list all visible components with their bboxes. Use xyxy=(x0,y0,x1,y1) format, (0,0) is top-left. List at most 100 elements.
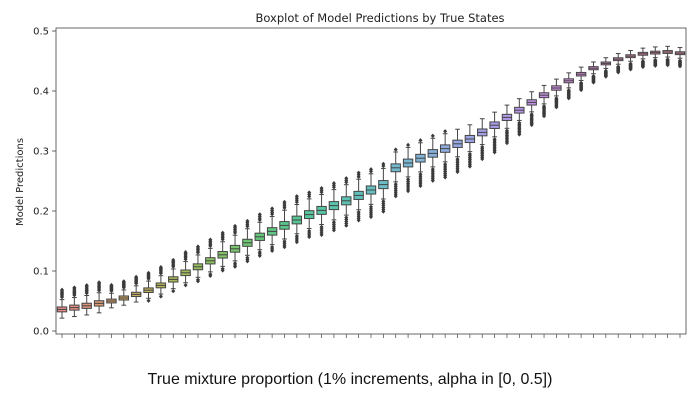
box-0.23 xyxy=(341,176,352,228)
box-0.09 xyxy=(168,257,179,294)
outlier-point xyxy=(158,294,163,299)
outlier-point xyxy=(653,63,658,68)
outlier-point xyxy=(245,259,250,264)
outlier-point xyxy=(319,185,324,191)
box-0.33 xyxy=(464,124,476,169)
outlier-point xyxy=(208,273,213,279)
outlier-point xyxy=(282,244,287,250)
outlier-point xyxy=(220,230,225,236)
box-0.35 xyxy=(489,111,500,155)
outlier-point xyxy=(504,140,509,146)
outlier-point xyxy=(270,206,275,211)
y-tick-label: 0.0 xyxy=(33,327,49,338)
outlier-point xyxy=(158,265,163,270)
outlier-point xyxy=(282,199,287,205)
outlier-point xyxy=(616,70,621,75)
outlier-point xyxy=(566,96,571,101)
y-tick-label: 0.3 xyxy=(33,147,49,158)
box-0.34 xyxy=(477,118,488,162)
box-0.27 xyxy=(390,147,401,199)
boxes xyxy=(56,45,686,319)
outlier-point xyxy=(220,268,225,273)
box-0.46 xyxy=(625,50,636,72)
outlier-point xyxy=(591,80,596,85)
box-0.11 xyxy=(192,244,204,284)
outlier-point xyxy=(344,176,349,181)
box-0.39 xyxy=(538,84,550,119)
outlier-point xyxy=(331,180,336,186)
outlier-point xyxy=(406,188,411,194)
box-0.19 xyxy=(291,194,303,245)
box-0.26 xyxy=(378,161,389,214)
box-0.01 xyxy=(69,285,80,318)
outlier-point xyxy=(319,232,324,238)
box-0.17 xyxy=(266,206,278,253)
box-0.08 xyxy=(155,265,167,299)
box-0.45 xyxy=(613,53,624,75)
outlier-point xyxy=(134,274,139,280)
box-0.21 xyxy=(316,185,327,238)
outlier-point xyxy=(121,279,126,284)
box-0.32 xyxy=(452,128,463,175)
box-0.12 xyxy=(205,237,216,279)
outlier-point xyxy=(257,253,262,258)
outlier-point xyxy=(183,250,188,255)
outlier-point xyxy=(554,104,559,110)
box-0.49 xyxy=(662,45,673,68)
outlier-point xyxy=(579,87,584,93)
chart-title: Boxplot of Model Predictions by True Sta… xyxy=(255,11,505,25)
box-0.02 xyxy=(81,283,92,316)
box-0.41 xyxy=(563,72,574,101)
outlier-point xyxy=(97,280,102,285)
outlier-point xyxy=(307,234,312,240)
box-0.04 xyxy=(106,282,117,309)
outlier-point xyxy=(381,161,386,167)
box-0.42 xyxy=(575,66,587,93)
outlier-point xyxy=(146,298,151,303)
outlier-point xyxy=(443,175,448,180)
box-0.24 xyxy=(353,170,364,223)
box-0.16 xyxy=(254,212,265,258)
y-tick-label: 0.2 xyxy=(33,207,49,218)
outlier-point xyxy=(393,147,398,152)
box-0.37 xyxy=(514,98,525,137)
outlier-point xyxy=(60,287,64,293)
outlier-point xyxy=(418,183,423,189)
outlier-point xyxy=(640,64,645,70)
outlier-point xyxy=(233,223,238,229)
box-0.38 xyxy=(526,91,537,128)
outlier-point xyxy=(146,270,151,276)
outlier-point xyxy=(517,132,522,137)
outlier-point xyxy=(678,64,682,69)
outlier-point xyxy=(467,164,472,169)
box-0.47 xyxy=(637,47,649,70)
box-0.13 xyxy=(217,230,228,273)
box-0.28 xyxy=(402,142,414,194)
outlier-point xyxy=(109,282,114,288)
outlier-point xyxy=(270,248,275,253)
outlier-point xyxy=(171,288,176,294)
box-0.03 xyxy=(93,280,105,314)
outlier-point xyxy=(208,237,213,242)
outlier-point xyxy=(245,218,250,224)
outlier-point xyxy=(356,218,361,223)
outlier-point xyxy=(406,142,411,148)
x-axis-label: True mixture proportion (1% increments, … xyxy=(147,371,553,388)
outlier-point xyxy=(455,169,460,175)
box-0.48 xyxy=(650,46,661,68)
y-ticks: 0.0 0.1 0.2 0.3 0.4 0.5 xyxy=(33,27,56,338)
outlier-point xyxy=(171,257,176,263)
outlier-point xyxy=(294,194,299,199)
y-tick-label: 0.5 xyxy=(33,27,49,38)
box-0.05 xyxy=(118,279,129,306)
box-0.20 xyxy=(304,190,315,240)
box-0.50 xyxy=(674,47,686,69)
outlier-point xyxy=(183,282,188,288)
outlier-point xyxy=(665,62,670,68)
outlier-point xyxy=(369,167,373,172)
x-ticks xyxy=(61,334,681,338)
outlier-point xyxy=(628,67,633,72)
box-0.43 xyxy=(588,61,599,85)
outlier-point xyxy=(307,190,312,195)
